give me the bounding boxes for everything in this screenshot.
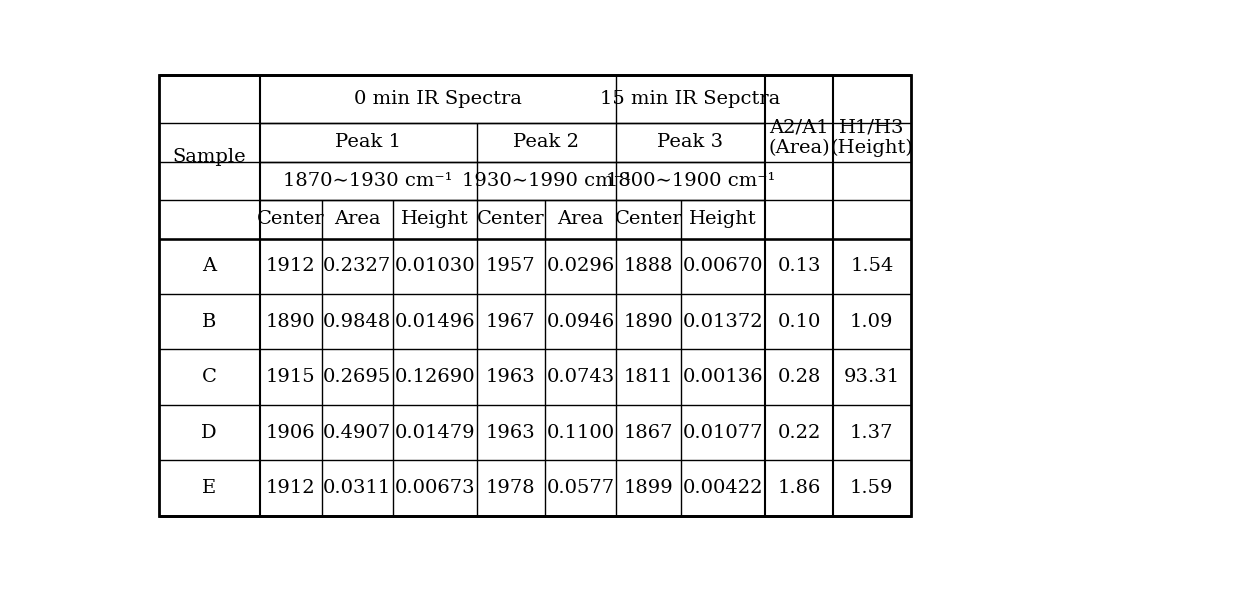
Text: 1.59: 1.59 [851, 479, 894, 497]
Text: 1870∼1930 cm⁻¹: 1870∼1930 cm⁻¹ [284, 172, 453, 190]
Text: 1912: 1912 [265, 257, 315, 275]
Text: 1.09: 1.09 [851, 313, 894, 331]
Text: 0.10: 0.10 [777, 313, 821, 331]
Text: 0.4907: 0.4907 [324, 424, 392, 442]
Text: 1906: 1906 [265, 424, 315, 442]
Text: 1915: 1915 [265, 368, 315, 386]
Text: 0.2327: 0.2327 [324, 257, 392, 275]
Text: 1957: 1957 [486, 257, 536, 275]
Text: 1912: 1912 [265, 479, 315, 497]
Text: 0.2695: 0.2695 [324, 368, 392, 386]
Text: Center: Center [477, 210, 544, 228]
Text: 1890: 1890 [265, 313, 315, 331]
Text: Center: Center [615, 210, 682, 228]
Text: 1930∼1990 cm⁻¹: 1930∼1990 cm⁻¹ [461, 172, 631, 190]
Text: 0.12690: 0.12690 [394, 368, 475, 386]
Text: Peak 1: Peak 1 [335, 134, 401, 151]
Text: Sample: Sample [172, 148, 246, 166]
Text: 0.0946: 0.0946 [547, 313, 615, 331]
Text: 0 min IR Spectra: 0 min IR Spectra [353, 90, 522, 108]
Text: Area: Area [334, 210, 381, 228]
Bar [159, 75, 910, 516]
Text: Center: Center [257, 210, 325, 228]
Text: 1867: 1867 [624, 424, 673, 442]
Text: 0.00136: 0.00136 [683, 368, 764, 386]
Text: 0.00422: 0.00422 [683, 479, 764, 497]
Text: Area: Area [557, 210, 604, 228]
Text: Peak 3: Peak 3 [657, 134, 724, 151]
Text: 0.01496: 0.01496 [394, 313, 475, 331]
Text: 93.31: 93.31 [843, 368, 900, 386]
Text: E: E [202, 479, 216, 497]
Text: 0.01077: 0.01077 [683, 424, 764, 442]
Text: H1/H3
(Height): H1/H3 (Height) [831, 118, 914, 157]
Text: 1899: 1899 [624, 479, 673, 497]
Text: 0.0296: 0.0296 [547, 257, 615, 275]
Text: 1.86: 1.86 [777, 479, 821, 497]
Text: 0.0311: 0.0311 [324, 479, 392, 497]
Text: 1978: 1978 [486, 479, 536, 497]
Text: 0.01030: 0.01030 [394, 257, 475, 275]
Text: A2/A1
(Area): A2/A1 (Area) [769, 119, 830, 157]
Text: 1963: 1963 [486, 368, 536, 386]
Text: 0.13: 0.13 [777, 257, 821, 275]
Text: 0.01479: 0.01479 [394, 424, 475, 442]
Text: Peak 2: Peak 2 [513, 134, 579, 151]
Text: 1963: 1963 [486, 424, 536, 442]
Text: 0.22: 0.22 [777, 424, 821, 442]
Text: 0.9848: 0.9848 [324, 313, 392, 331]
Text: Height: Height [689, 210, 756, 228]
Text: 0.28: 0.28 [777, 368, 821, 386]
Text: 1800∼1900 cm⁻¹: 1800∼1900 cm⁻¹ [606, 172, 775, 190]
Text: 1811: 1811 [624, 368, 673, 386]
Text: A: A [202, 257, 216, 275]
Text: 15 min IR Sepctra: 15 min IR Sepctra [600, 90, 781, 108]
Text: B: B [202, 313, 217, 331]
Text: 0.00673: 0.00673 [394, 479, 475, 497]
Text: 1967: 1967 [486, 313, 536, 331]
Text: 0.0743: 0.0743 [547, 368, 615, 386]
Text: 1890: 1890 [624, 313, 673, 331]
Text: 0.1100: 0.1100 [547, 424, 615, 442]
Text: 1888: 1888 [624, 257, 673, 275]
Text: 1.37: 1.37 [851, 424, 894, 442]
Text: Height: Height [401, 210, 469, 228]
Text: 0.00670: 0.00670 [683, 257, 764, 275]
Text: 0.0577: 0.0577 [547, 479, 615, 497]
Text: 1.54: 1.54 [851, 257, 894, 275]
Text: C: C [202, 368, 217, 386]
Text: D: D [201, 424, 217, 442]
Text: 0.01372: 0.01372 [683, 313, 764, 331]
